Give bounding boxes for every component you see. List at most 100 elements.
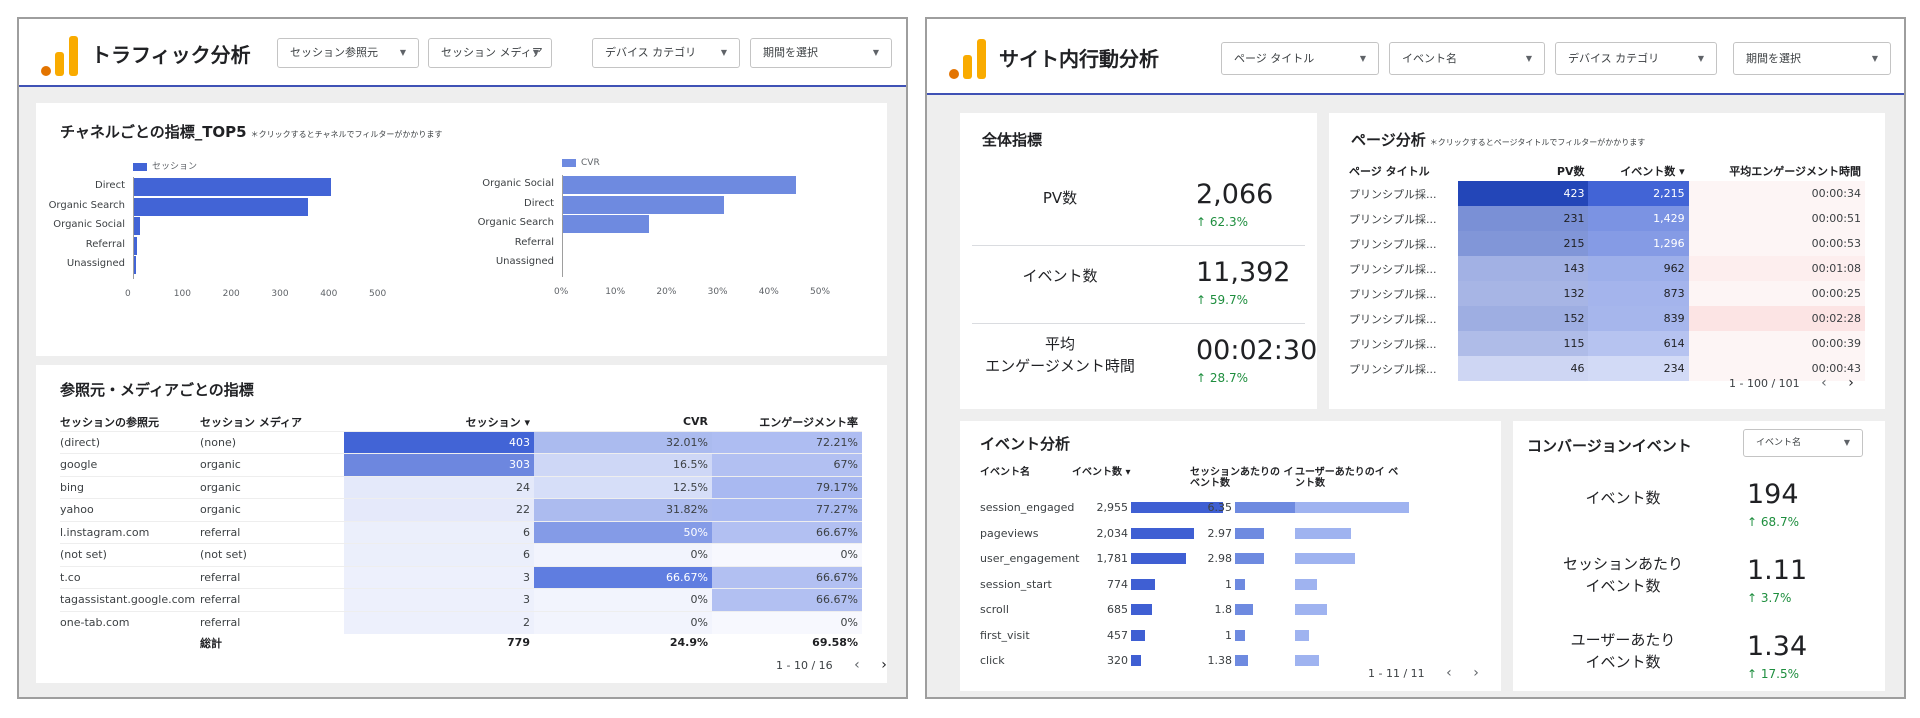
table-row[interactable]: tagassistant.google.com referral 3 0% 66.67% <box>60 588 862 611</box>
chevron-left-icon[interactable]: ‹ <box>1446 665 1452 681</box>
events-per-session-bar[interactable] <box>1235 655 1249 666</box>
column-header[interactable]: ユーザーあたりのイ ベント数 <box>1295 467 1399 489</box>
column-header[interactable]: セッション ▾ <box>465 415 530 429</box>
card-note: ＊クリックするとチャネルでフィルターがかかります <box>250 130 443 139</box>
table-cell: 16.5% <box>534 453 712 476</box>
events-per-user-bar[interactable] <box>1295 502 1409 513</box>
kpi-label: セッションあたり イベント数 <box>1562 555 1683 595</box>
chart-bar[interactable] <box>134 178 331 196</box>
table-row[interactable]: bing organic 24 12.5% 79.17% <box>60 476 862 499</box>
filter-event-name[interactable]: イベント名 ▼ <box>1389 42 1545 75</box>
table-row[interactable]: (direct) (none) 403 32.01% 72.21% <box>60 431 862 454</box>
column-header[interactable]: セッションあたりの イベント数 <box>1190 467 1294 489</box>
event-count-bar[interactable] <box>1131 604 1153 615</box>
chart-bar[interactable] <box>134 236 137 255</box>
events-per-user-bar[interactable] <box>1295 553 1355 564</box>
table-row[interactable]: プリンシプル採... 132 873 00:00:25 <box>1349 281 1865 306</box>
chart-tick-label: 500 <box>369 288 387 299</box>
table-cell: 66.67% <box>712 566 862 589</box>
table-row[interactable]: プリンシプル採... 46 234 00:00:43 <box>1349 356 1865 381</box>
chart-tick-label: 0% <box>554 286 569 297</box>
table-cell: 1,296 <box>1588 231 1689 256</box>
events-per-session-bar[interactable] <box>1235 578 1245 590</box>
table-row[interactable]: プリンシプル採... 143 962 00:01:08 <box>1349 256 1865 281</box>
events-per-session-bar[interactable] <box>1235 553 1265 564</box>
filter-device-category[interactable]: デバイス カテゴリ ▼ <box>1555 42 1717 75</box>
chevron-left-icon[interactable]: ‹ <box>854 657 860 673</box>
chart-category-label: Unassigned <box>66 258 125 269</box>
sessions-by-channel-chart[interactable]: セッション Direct Organic Search Organic Social R… <box>36 103 456 356</box>
column-header[interactable]: PV数 <box>1556 165 1585 178</box>
events-per-user-bar[interactable] <box>1295 629 1310 641</box>
card-note: ＊クリックするとページタイトルでフィルターがかかります <box>1429 138 1646 147</box>
table-row[interactable]: yahoo organic 22 31.82% 77.27% <box>60 498 862 521</box>
table-cell: 403 <box>344 431 534 454</box>
events-per-user-bar[interactable] <box>1295 655 1319 666</box>
table-cell: yahoo <box>60 498 200 521</box>
event-count-bar[interactable] <box>1131 578 1156 590</box>
chevron-right-icon[interactable]: › <box>1848 375 1854 391</box>
event-name: pageviews <box>980 526 1039 540</box>
table-row[interactable]: プリンシプル採... 231 1,429 00:00:51 <box>1349 206 1865 231</box>
column-header[interactable]: エンゲージメント率 <box>759 415 858 429</box>
cvr-by-channel-chart[interactable]: CVR Organic Social Direct Organic Search Ref… <box>456 103 887 356</box>
table-pager: 1 - 100 / 101 ‹ › <box>1729 375 1854 391</box>
chevron-right-icon[interactable]: › <box>1473 665 1479 681</box>
event-count-bar[interactable] <box>1131 655 1141 666</box>
events-per-session: 1.8 <box>1214 603 1233 616</box>
chart-bar[interactable] <box>563 176 796 194</box>
events-per-user-bar[interactable] <box>1295 604 1328 615</box>
table-cell: 24 <box>344 476 534 499</box>
event-count: 457 <box>1107 628 1128 642</box>
chart-bar[interactable] <box>134 256 137 274</box>
chart-bar[interactable] <box>134 197 309 216</box>
chevron-right-icon[interactable]: › <box>881 657 887 673</box>
events-per-user-bar[interactable] <box>1295 527 1352 539</box>
events-per-session-bar[interactable] <box>1235 629 1245 641</box>
events-per-session-bar[interactable] <box>1235 527 1264 539</box>
event-count-bar[interactable] <box>1131 527 1195 539</box>
table-row[interactable]: プリンシプル採... 152 839 00:02:28 <box>1349 306 1865 331</box>
chart-bar[interactable] <box>563 215 650 233</box>
filter-session-source[interactable]: セッション参照元 ▼ <box>277 38 419 68</box>
event-count: 774 <box>1107 577 1128 591</box>
page-analysis-table: ページ タイトル PV数 イベント数 ▾ 平均エンゲージメント時間 プリンシプル採...… <box>1349 161 1865 381</box>
event-count-bar[interactable] <box>1131 629 1146 641</box>
column-header[interactable]: イベント数 ▾ <box>1072 467 1131 478</box>
chevron-left-icon[interactable]: ‹ <box>1821 375 1827 391</box>
total-cell: 779 <box>507 636 530 649</box>
chevron-down-icon: ▼ <box>1359 54 1366 63</box>
filter-date-range[interactable]: 期間を選択 ▼ <box>750 38 892 68</box>
column-header[interactable]: 平均エンゲージメント時間 <box>1729 165 1861 178</box>
table-row[interactable]: one-tab.com referral 2 0% 0% <box>60 611 862 634</box>
filter-conversion-event-name[interactable]: イベント名 ▼ <box>1743 429 1863 457</box>
table-row[interactable]: プリンシプル採... 423 2,215 00:00:34 <box>1349 181 1865 206</box>
chart-bar[interactable] <box>563 195 725 214</box>
filter-date-range[interactable]: 期間を選択 ▼ <box>1733 42 1891 75</box>
table-row[interactable]: プリンシプル採... 115 614 00:00:39 <box>1349 331 1865 356</box>
event-count-bar[interactable] <box>1131 553 1187 564</box>
filter-device-category[interactable]: デバイス カテゴリ ▼ <box>592 38 740 68</box>
kpi-delta: ↑ 68.7% <box>1747 515 1799 529</box>
table-cell: 234 <box>1588 356 1689 381</box>
table-cell: organic <box>200 453 344 476</box>
table-pager: 1 - 10 / 16 ‹ › <box>776 657 887 673</box>
filter-page-title[interactable]: ページ タイトル ▼ <box>1221 42 1379 75</box>
table-cell: プリンシプル採... <box>1349 306 1458 331</box>
behavior-dashboard: サイト内行動分析 ページ タイトル ▼ イベント名 ▼ デバイス カテゴリ ▼ 期間を… <box>925 17 1906 699</box>
table-row[interactable]: (not set) (not set) 6 0% 0% <box>60 543 862 566</box>
events-per-user-bar[interactable] <box>1295 578 1317 590</box>
chart-category-label: Organic Social <box>53 219 125 230</box>
events-per-session-bar[interactable] <box>1235 502 1297 513</box>
behavior-header: サイト内行動分析 ページ タイトル ▼ イベント名 ▼ デバイス カテゴリ ▼ 期間を… <box>927 19 1904 95</box>
table-row[interactable]: google organic 303 16.5% 67% <box>60 453 862 476</box>
chart-bar[interactable] <box>134 217 140 235</box>
filter-session-medium[interactable]: セッション メディア ▼ <box>428 38 552 68</box>
column-header[interactable]: CVR <box>682 415 708 429</box>
table-row[interactable]: t.co referral 3 66.67% 66.67% <box>60 566 862 589</box>
table-row[interactable]: プリンシプル採... 215 1,296 00:00:53 <box>1349 231 1865 256</box>
table-row[interactable]: l.instagram.com referral 6 50% 66.67% <box>60 521 862 544</box>
event-count-bar[interactable] <box>1131 502 1223 513</box>
column-header[interactable]: イベント数 ▾ <box>1620 165 1685 178</box>
events-per-session-bar[interactable] <box>1235 604 1253 615</box>
